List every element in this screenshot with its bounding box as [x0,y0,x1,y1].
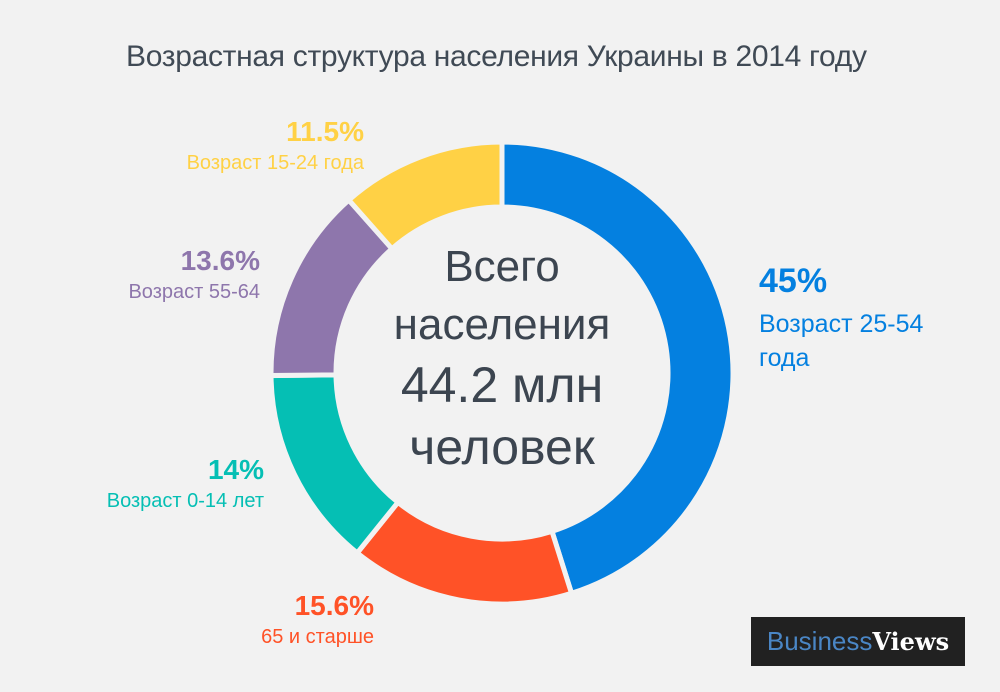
desc-25-54-line2: года [759,344,810,372]
label-0-14: 14% Возраст 0-14 лет [60,454,264,513]
center-total: Всего населения 44.2 млн человек [352,238,652,478]
label-55-64: 13.6% Возраст 55-64 [60,245,260,304]
label-15-24: 11.5% Возраст 15-24 года [100,116,364,175]
pct-15-24: 11.5% [286,116,364,147]
label-25-54: 45% Возраст 25-54 года [759,262,923,375]
businessviews-logo: Business Views [751,617,965,666]
center-line-4: человек [409,419,595,475]
desc-15-24: Возраст 15-24 года [186,152,364,174]
desc-0-14: Возраст 0-14 лет [106,490,264,512]
pct-55-64: 13.6% [180,245,260,276]
slice-25-54 [499,139,736,597]
chart-title: Возрастная структура населения Украины в… [126,40,867,73]
label-65-plus: 15.6% 65 и старше [220,590,374,649]
desc-65-plus: 65 и старше [261,626,374,648]
pct-65-plus: 15.6% [294,590,374,621]
pct-25-54: 45% [759,262,828,300]
logo-part-1: Business [766,626,873,656]
slice-15-24 [345,139,505,253]
center-total-value: 44.2 млн [400,357,604,413]
center-line-1: Всего [444,242,560,291]
desc-55-64: Возраст 55-64 [128,281,260,303]
logo-part-2: Views [872,627,950,656]
center-line-2: населения [393,300,611,349]
desc-25-54: Возраст 25-54 [759,310,924,338]
pct-0-14: 14% [207,454,264,485]
slice-65-plus [353,498,575,607]
